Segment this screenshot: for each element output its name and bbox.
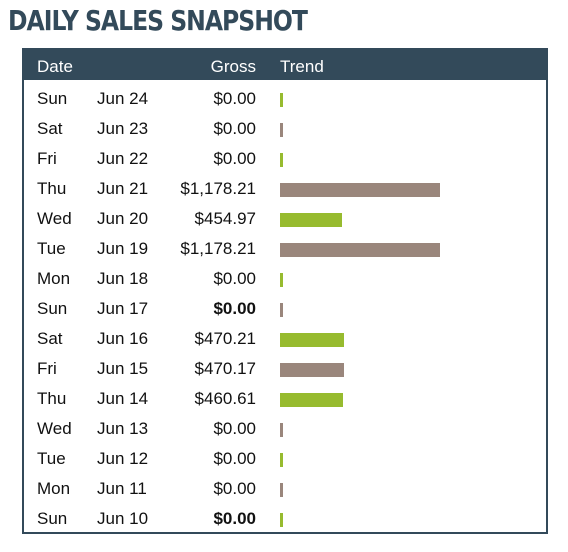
trend-cell [280, 333, 440, 347]
cell-gross: $0.00 [213, 299, 256, 318]
cell-day: Fri [37, 149, 57, 168]
cell-day: Wed [37, 419, 72, 438]
trend-bar [280, 123, 283, 137]
cell-day: Sun [37, 299, 68, 318]
trend-bar [280, 423, 283, 437]
table-row: Fri Jun 15 $470.17 [24, 354, 546, 384]
cell-date: Jun 19 [97, 239, 149, 258]
trend-bar [280, 153, 283, 167]
trend-cell [280, 153, 440, 167]
trend-cell [280, 183, 440, 197]
trend-bar [280, 303, 283, 317]
table-row: Sun Jun 24 $0.00 [24, 84, 546, 114]
trend-bar [280, 333, 344, 347]
cell-day: Mon [37, 479, 71, 498]
table-row: Sun Jun 17 $0.00 [24, 294, 546, 324]
cell-date: Jun 20 [97, 209, 149, 228]
trend-cell [280, 363, 440, 377]
cell-day: Fri [37, 359, 57, 378]
table-body: Sun Jun 24 $0.00 Sat Jun 23 $0.00 Fri Jun 22 $0.… [24, 84, 546, 534]
table-row: Fri Jun 22 $0.00 [24, 144, 546, 174]
cell-gross: $470.17 [194, 359, 256, 378]
cell-gross: $1,178.21 [180, 179, 256, 198]
cell-date: Jun 18 [97, 269, 149, 288]
table-row: Mon Jun 18 $0.00 [24, 264, 546, 294]
cell-gross: $454.97 [194, 209, 256, 228]
trend-cell [280, 243, 440, 257]
sales-table-panel: Date Gross Trend Sun Jun 24 $0.00 Sat Jun 23… [22, 48, 548, 534]
trend-cell [280, 483, 440, 497]
trend-bar [280, 183, 440, 197]
cell-day: Sun [37, 509, 68, 528]
cell-date: Jun 10 [97, 509, 149, 528]
cell-day: Sat [37, 329, 63, 348]
cell-date: Jun 22 [97, 149, 149, 168]
trend-cell [280, 273, 440, 287]
cell-gross: $0.00 [213, 449, 256, 468]
cell-gross: $0.00 [213, 479, 256, 498]
cell-day: Sun [37, 89, 68, 108]
cell-gross: $0.00 [213, 419, 256, 438]
cell-date: Jun 16 [97, 329, 149, 348]
cell-day: Thu [37, 179, 67, 198]
trend-cell [280, 423, 440, 437]
trend-cell [280, 213, 440, 227]
table-header: Date Gross Trend [24, 50, 546, 80]
trend-cell [280, 123, 440, 137]
cell-gross: $0.00 [213, 509, 256, 528]
cell-date: Jun 11 [97, 479, 147, 498]
cell-date: Jun 14 [97, 389, 149, 408]
table-row: Thu Jun 14 $460.61 [24, 384, 546, 414]
table-row: Mon Jun 11 $0.00 [24, 474, 546, 504]
cell-gross: $460.61 [194, 389, 256, 408]
cell-date: Jun 23 [97, 119, 149, 138]
table-row: Sat Jun 16 $470.21 [24, 324, 546, 354]
table-row: Sat Jun 23 $0.00 [24, 114, 546, 144]
table-row: Thu Jun 21 $1,178.21 [24, 174, 546, 204]
cell-gross: $470.21 [194, 329, 256, 348]
trend-bar [280, 513, 283, 527]
cell-gross: $0.00 [213, 269, 256, 288]
trend-cell [280, 303, 440, 317]
table-row: Tue Jun 19 $1,178.21 [24, 234, 546, 264]
cell-gross: $0.00 [213, 149, 256, 168]
trend-bar [280, 213, 342, 227]
cell-gross: $1,178.21 [180, 239, 256, 258]
cell-day: Thu [37, 389, 67, 408]
trend-bar [280, 93, 283, 107]
header-trend: Trend [280, 57, 324, 76]
page-title: DAILY SALES SNAPSHOT [8, 4, 308, 37]
cell-date: Jun 12 [97, 449, 149, 468]
cell-day: Tue [37, 239, 66, 258]
table-row: Tue Jun 12 $0.00 [24, 444, 546, 474]
cell-date: Jun 17 [97, 299, 149, 318]
cell-gross: $0.00 [213, 119, 256, 138]
cell-day: Tue [37, 449, 66, 468]
trend-bar [280, 243, 440, 257]
cell-date: Jun 21 [97, 179, 149, 198]
trend-bar [280, 483, 283, 497]
cell-date: Jun 13 [97, 419, 149, 438]
table-row: Wed Jun 20 $454.97 [24, 204, 546, 234]
table-row: Sun Jun 10 $0.00 [24, 504, 546, 534]
trend-cell [280, 93, 440, 107]
cell-date: Jun 24 [97, 89, 149, 108]
cell-day: Wed [37, 209, 72, 228]
trend-bar [280, 453, 283, 467]
trend-cell [280, 453, 440, 467]
cell-gross: $0.00 [213, 89, 256, 108]
trend-bar [280, 273, 283, 287]
trend-cell [280, 513, 440, 527]
cell-day: Sat [37, 119, 63, 138]
trend-bar [280, 393, 343, 407]
cell-date: Jun 15 [97, 359, 149, 378]
table-row: Wed Jun 13 $0.00 [24, 414, 546, 444]
cell-day: Mon [37, 269, 71, 288]
trend-bar [280, 363, 344, 377]
trend-cell [280, 393, 440, 407]
header-gross: Gross [210, 57, 256, 76]
header-date: Date [37, 57, 73, 76]
